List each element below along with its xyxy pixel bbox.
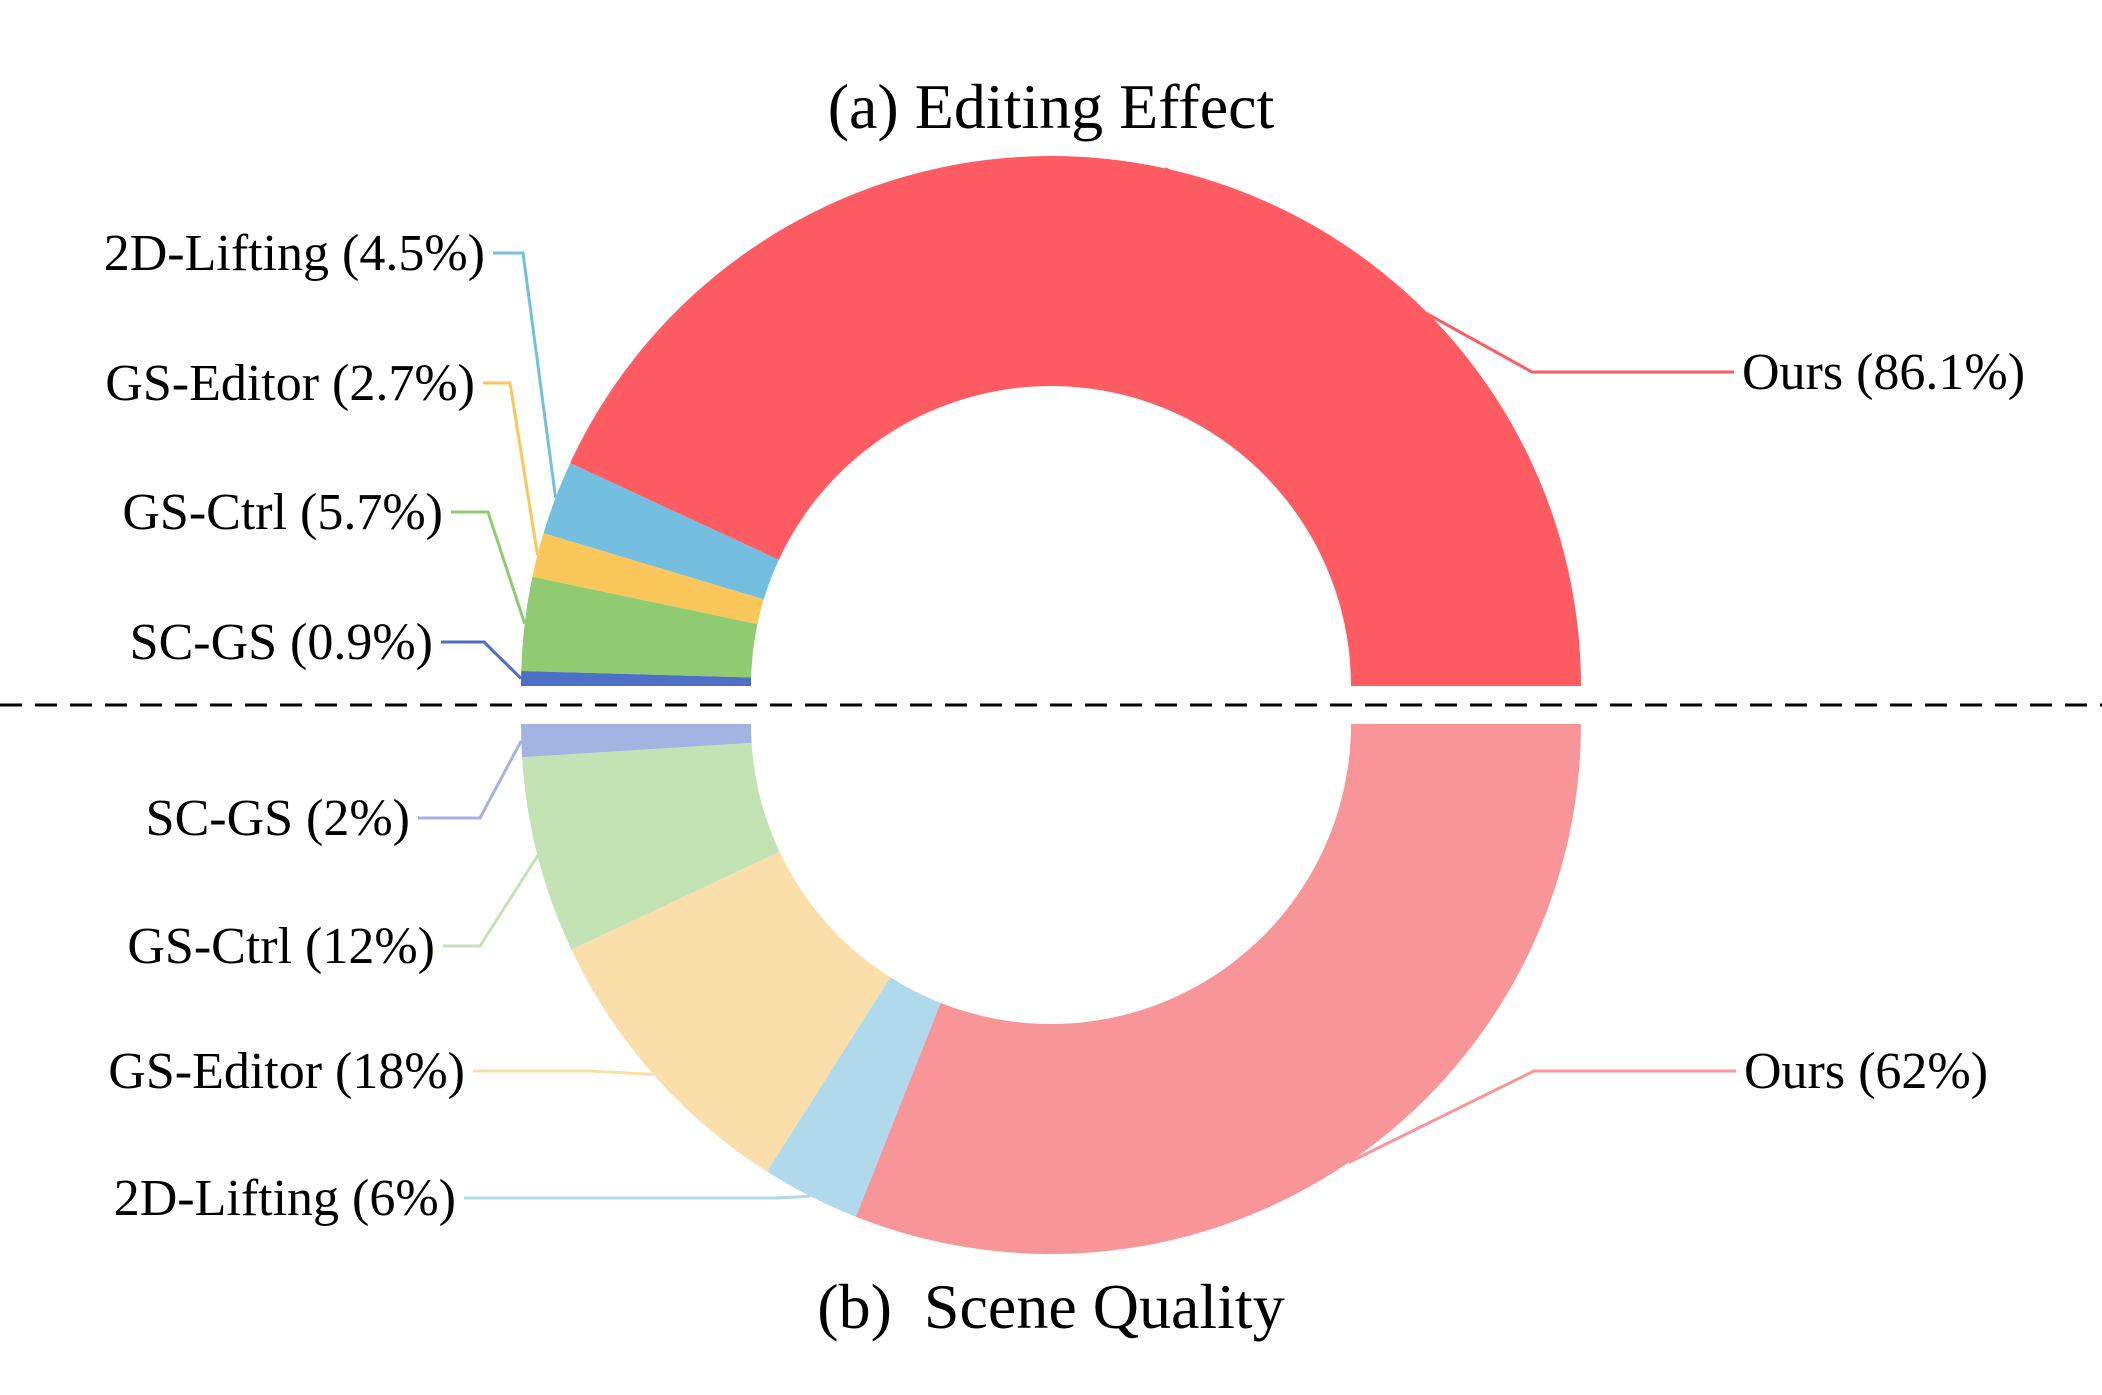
scene-quality-slice-gs-ctrl	[522, 742, 780, 950]
scene-quality-leader-sc-gs	[418, 739, 523, 820]
editing-effect-title: (a) Editing Effect	[828, 71, 1275, 142]
scene-quality-leader-gs-editor	[473, 1069, 654, 1076]
scene-quality-slice-2d-lifting	[767, 977, 941, 1217]
editing-effect-slice-ours	[570, 156, 1581, 687]
scene-quality-slice-ours	[855, 724, 1581, 1254]
editing-effect-label-gs-editor: GS-Editor (2.7%)	[105, 355, 475, 412]
scene-quality-title: (b) Scene Quality	[817, 1271, 1284, 1342]
scene-quality-leader-gs-ctrl	[443, 854, 539, 948]
editing-effect-label-gs-ctrl: GS-Ctrl (5.7%)	[122, 484, 443, 541]
scene-quality-labels: Ours (62%) 2D-Lifting (6%) GS-Editor (18%)…	[108, 739, 1988, 1227]
scene-quality-chart: Ours (62%) 2D-Lifting (6%) GS-Editor (18%)…	[108, 724, 1988, 1342]
scene-quality-label-sc-gs: SC-GS (2%)	[146, 790, 410, 847]
editing-effect-label-ours: Ours (86.1%)	[1742, 344, 2025, 401]
editing-effect-leader-gs-editor	[483, 381, 539, 556]
scene-quality-leader-2d-lifting	[464, 1194, 811, 1200]
editing-effect-labels: Ours (86.1%) 2D-Lifting (4.5%) GS-Editor (…	[104, 167, 2025, 680]
editing-effect-slice-gs-editor	[532, 533, 764, 625]
editing-effect-leader-gs-ctrl	[451, 510, 527, 625]
scene-quality-label-ours: Ours (62%)	[1744, 1043, 1988, 1100]
scene-quality-label-gs-ctrl: GS-Ctrl (12%)	[127, 918, 435, 975]
editing-effect-slice-sc-gs	[521, 671, 752, 686]
editing-effect-slices	[521, 156, 1581, 687]
scene-quality-label-gs-editor: GS-Editor (18%)	[108, 1043, 465, 1100]
scene-quality-label-2d-lifting: 2D-Lifting (6%)	[114, 1170, 456, 1227]
editing-effect-slice-2d-lifting	[543, 463, 779, 600]
editing-effect-leader-ours	[1164, 167, 1734, 374]
editing-effect-label-2d-lifting: 2D-Lifting (4.5%)	[104, 225, 485, 282]
editing-effect-leader-2d-lifting	[493, 251, 558, 498]
scene-quality-slices	[521, 724, 1581, 1254]
editing-effect-leader-sc-gs	[441, 640, 523, 680]
editing-effect-label-sc-gs: SC-GS (0.9%)	[130, 614, 433, 671]
editing-effect-chart: (a) Editing Effect Ours (86.1%) 2D-Liftin…	[104, 71, 2025, 687]
scene-quality-leader-ours	[1348, 1069, 1736, 1164]
editing-effect-slice-gs-ctrl	[521, 576, 758, 678]
scene-quality-slice-gs-editor	[571, 851, 891, 1172]
scene-quality-slice-sc-gs	[521, 724, 752, 758]
